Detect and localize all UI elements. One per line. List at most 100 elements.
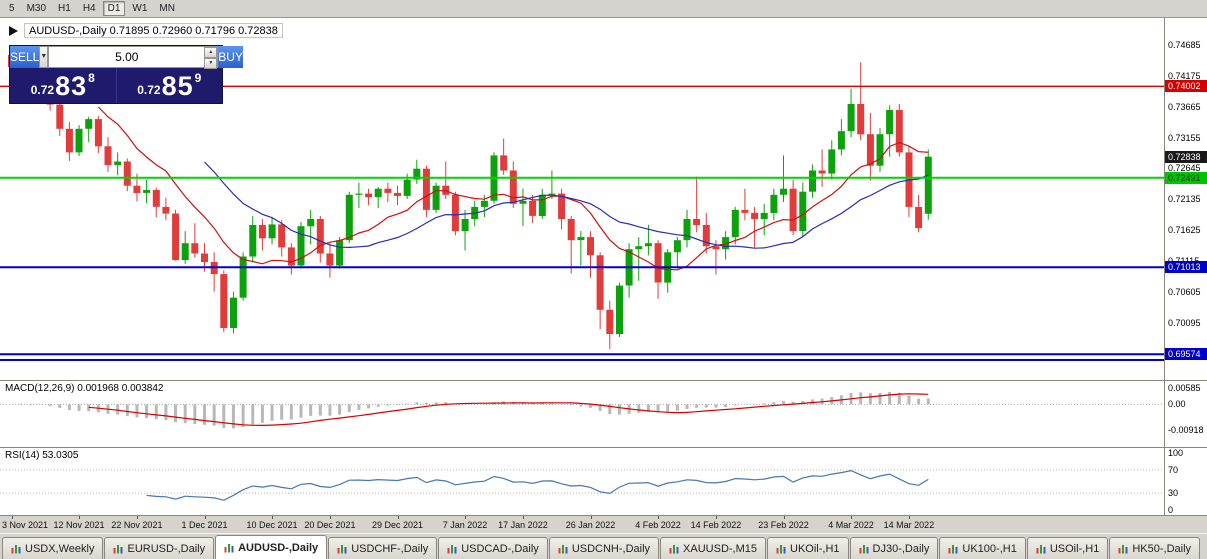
tab-usdcad-daily[interactable]: USDCAD-,Daily <box>438 537 548 559</box>
tab-usdx-weekly[interactable]: USDX,Weekly <box>2 537 104 559</box>
timeframe-button-h1[interactable]: H1 <box>58 3 71 14</box>
chart-icon <box>337 544 347 553</box>
date-label: 14 Mar 2022 <box>883 520 935 530</box>
bid-price-prefix: 0.72 <box>30 83 55 97</box>
tab-label: USDX,Weekly <box>25 542 95 555</box>
tab-label: DJ30-,Daily <box>872 542 930 555</box>
tab-xauusd-m15[interactable]: XAUUSD-,M15 <box>660 537 767 559</box>
date-label: 29 Dec 2021 <box>371 520 424 530</box>
macd-chart[interactable] <box>0 381 1164 447</box>
tab-label: USDCAD-,Daily <box>461 542 539 555</box>
main-chart-panel: 0.74685 0.74175 0.73665 0.73155 0.72645 0.721… <box>0 18 1207 380</box>
date-tick <box>658 516 660 519</box>
buy-button[interactable]: BUY <box>218 46 243 68</box>
chart-icon <box>776 544 786 553</box>
date-tick <box>465 516 467 519</box>
tab-label: AUDUSD-,Daily <box>238 541 319 554</box>
timeframe-button-5[interactable]: 5 <box>9 3 15 14</box>
price-axis-label: 0.71115 <box>1168 256 1199 266</box>
price-axis-label: 0.74175 <box>1168 70 1201 81</box>
macd-axis-label: 0.00 <box>1168 399 1186 410</box>
tab-label: UKOil-,H1 <box>790 542 840 555</box>
one-click-controls: SELL ▼ ▲ ▼ BUY <box>10 46 243 69</box>
price-axis-label: 0.71625 <box>1168 225 1201 236</box>
macd-axis-label: 0.00585 <box>1168 383 1201 394</box>
tab-uk100-h1[interactable]: UK100-,H1 <box>939 537 1026 559</box>
tab-hk50-daily[interactable]: HK50-,Daily <box>1109 537 1201 559</box>
date-label: 14 Feb 2022 <box>690 520 742 530</box>
price-tag: 0.69574 <box>1165 348 1207 361</box>
rsi-axis-label: 30 <box>1168 488 1179 499</box>
date-label: 23 Feb 2022 <box>758 520 809 530</box>
date-label: 20 Dec 2021 <box>304 520 356 530</box>
price-tag: 0.71013 <box>1165 261 1207 274</box>
macd-axis: 0.00585 0.00 -0.00918 <box>1164 381 1207 447</box>
date-tick <box>908 516 910 519</box>
date-label: 17 Jan 2022 <box>498 520 548 530</box>
timeframe-button-d1[interactable]: D1 <box>102 1 126 16</box>
date-label: 10 Dec 2021 <box>246 520 298 530</box>
chart-tabs: USDX,Weekly EURUSD-,Daily AUDUSD-,Daily USD… <box>0 533 1207 559</box>
chart-icon <box>224 543 234 552</box>
rsi-axis-label: 100 <box>1168 447 1184 458</box>
rsi-chart[interactable] <box>0 448 1164 515</box>
one-click-collapse-icon[interactable] <box>9 26 18 36</box>
tab-label: EURUSD-,Daily <box>127 542 206 555</box>
tab-label: USDCNH-,Daily <box>571 542 651 555</box>
rsi-panel: 100 70 30 0 RSI(14) 53.0305 <box>0 447 1207 515</box>
price-axis-label: 0.72135 <box>1168 194 1201 205</box>
price-axis-label: 0.72645 <box>1168 163 1201 174</box>
bid-price[interactable]: 0.72 83 8 <box>10 68 116 103</box>
bid-price-big: 83 <box>55 71 88 101</box>
date-tick <box>79 516 81 519</box>
chart-icon <box>113 544 123 553</box>
chart-icon <box>447 544 457 553</box>
lot-spinner: ▲ ▼ <box>204 47 218 69</box>
price-tag: 0.72491 <box>1165 171 1207 184</box>
tab-usoil-h1[interactable]: USOil-,H1 <box>1026 537 1109 559</box>
rsi-axis-label: 0 <box>1168 505 1174 516</box>
tab-eurusd-daily[interactable]: EURUSD-,Daily <box>104 537 215 559</box>
chart-icon <box>11 544 21 553</box>
date-label: 4 Feb 2022 <box>635 520 681 530</box>
timeframe-button-h4[interactable]: H4 <box>82 3 96 14</box>
tab-dj30-daily[interactable]: DJ30-,Daily <box>849 537 939 559</box>
lot-dropdown-icon[interactable]: ▼ <box>39 46 49 68</box>
macd-panel: 0.00585 0.00 -0.00918 MACD(12,26,9) 0.0019… <box>0 380 1207 447</box>
tab-usdchf-daily[interactable]: USDCHF-,Daily <box>328 537 438 559</box>
date-tick <box>783 516 785 519</box>
date-label: 12 Nov 2021 <box>53 520 105 530</box>
ask-price-pip: 9 <box>194 71 202 85</box>
ask-price-prefix: 0.72 <box>137 83 161 97</box>
tab-audusd-daily[interactable]: AUDUSD-,Daily <box>215 535 328 559</box>
lot-size-input[interactable] <box>49 47 205 67</box>
tab-label: USDCHF-,Daily <box>351 542 429 555</box>
date-tick <box>272 516 274 519</box>
timeframe-button-m30[interactable]: M30 <box>26 3 47 14</box>
sell-button[interactable]: SELL <box>10 46 40 68</box>
candlestick-chart[interactable] <box>0 18 1164 380</box>
timeframe-button-mn[interactable]: MN <box>159 3 175 14</box>
price-tag: 0.74002 <box>1165 80 1207 93</box>
chart-icon <box>1118 544 1128 553</box>
date-label: 7 Jan 2022 <box>442 520 488 530</box>
chart-icon <box>948 544 958 553</box>
price-axis-label: 0.73665 <box>1168 101 1201 112</box>
lot-spin-down-icon[interactable]: ▼ <box>204 58 218 69</box>
date-tick <box>590 516 592 519</box>
date-tick <box>851 516 853 519</box>
lot-spin-up-icon[interactable]: ▲ <box>204 47 218 58</box>
date-label: 4 Mar 2022 <box>828 520 874 530</box>
tab-usdcnh-daily[interactable]: USDCNH-,Daily <box>548 537 660 559</box>
date-axis[interactable]: 3 Nov 2021 12 Nov 2021 22 Nov 2021 1 Dec 20… <box>0 515 1207 533</box>
chart-icon <box>1036 544 1046 553</box>
chart-icon <box>669 544 679 553</box>
tab-ukoil-h1[interactable]: UKOil-,H1 <box>767 537 849 559</box>
timeframe-button-w1[interactable]: W1 <box>132 3 148 14</box>
ask-price[interactable]: 0.72 85 9 <box>115 68 223 103</box>
one-click-prices: 0.72 83 8 0.72 85 9 <box>10 68 222 103</box>
chart-icon <box>558 544 568 553</box>
rsi-axis: 100 70 30 0 <box>1164 448 1207 515</box>
date-tick <box>329 516 331 519</box>
